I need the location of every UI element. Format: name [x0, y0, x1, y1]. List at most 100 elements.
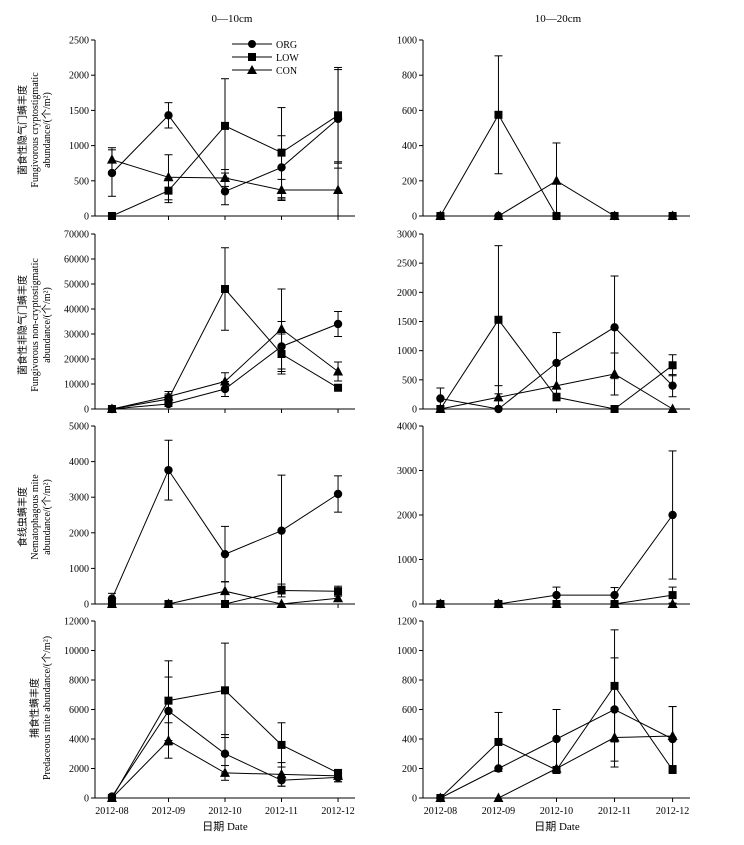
- point-triangle: [276, 323, 287, 333]
- series-con: [106, 581, 344, 608]
- point-triangle: [435, 792, 446, 802]
- point-triangle: [609, 598, 620, 608]
- point-square: [610, 681, 619, 690]
- x-tick-label: 2012-08: [424, 806, 457, 817]
- y-tick-label: 1000: [397, 555, 417, 566]
- ylabel-row-1-line-3: abundance/(个/m²): [41, 92, 53, 168]
- header-left: 0—10cm: [212, 13, 253, 25]
- point-triangle: [667, 598, 678, 608]
- point-circle: [220, 187, 230, 196]
- y-tick-label: 2000: [397, 288, 417, 299]
- y-tick-label: 1000: [69, 564, 89, 575]
- y-tick-label: 800: [402, 71, 417, 82]
- x-tick-label: 2012-09: [152, 806, 185, 817]
- panel-row3-left: 0 1000 2000 3000 4000 5000: [69, 422, 355, 611]
- y-tick-label: 600: [402, 705, 417, 716]
- y-tick-label: 1000: [397, 36, 417, 47]
- point-square: [164, 696, 173, 705]
- x-tick-label: 2012-10: [540, 806, 573, 817]
- y-tick-label: 50000: [64, 280, 89, 291]
- y-tick-label: 2000: [69, 528, 89, 539]
- point-triangle: [551, 763, 562, 773]
- point-square: [610, 405, 619, 413]
- point-triangle: [106, 792, 117, 802]
- ylabel-row-1-line-2: Fungivorous cryptostigmatic: [30, 72, 41, 188]
- point-triangle: [551, 380, 562, 390]
- point-triangle: [435, 598, 446, 608]
- point-triangle: [609, 368, 620, 378]
- point-circle: [610, 323, 619, 332]
- point-triangle: [667, 730, 678, 741]
- legend: ORG LOW CON: [232, 40, 299, 77]
- point-triangle: [609, 732, 620, 742]
- panel-row2-right: 0 500 1000 1500 2000 2500 3000: [397, 230, 690, 416]
- x-tick-label: 2012-10: [208, 806, 241, 817]
- point-triangle: [276, 768, 287, 779]
- point-circle: [164, 111, 173, 120]
- point-square: [494, 737, 503, 746]
- point-triangle: [551, 175, 562, 185]
- x-tick-label: 2012-11: [265, 806, 298, 817]
- y-tick-label: 8000: [69, 676, 89, 687]
- ylabel-row-1-line-1: 菌食性隐气门螨丰度: [16, 85, 29, 175]
- panel-row4-right: 0 200 400 600 800 1000 1200 2012-08 2012-09 2012-…: [397, 617, 690, 817]
- series-con: [106, 147, 344, 217]
- y-tick-label: 1500: [397, 317, 417, 328]
- y-tick-label: 2000: [69, 764, 89, 775]
- point-triangle: [163, 734, 174, 745]
- x-tick-label: 2012-08: [95, 806, 128, 817]
- y-tick-label: 1000: [69, 141, 89, 152]
- point-circle: [436, 394, 445, 403]
- point-square: [277, 148, 286, 157]
- point-square: [277, 586, 286, 595]
- point-square: [334, 587, 343, 596]
- ylabel-row-3-line-2: Nematophagous mite: [30, 474, 41, 560]
- y-tick-label: 0: [412, 794, 417, 805]
- point-triangle: [435, 210, 446, 220]
- point-square: [334, 111, 343, 120]
- point-triangle: [276, 184, 287, 194]
- point-circle: [668, 381, 677, 390]
- y-tick-label: 0: [84, 600, 89, 611]
- ylabel-row-4-line-1: 捕食性螨丰度: [28, 678, 41, 738]
- y-tick-label: 30000: [64, 330, 89, 341]
- panel-row1-right: 0 200 400 600 800 1000: [397, 36, 690, 223]
- y-tick-label: 600: [402, 106, 417, 117]
- y-tick-label: 2500: [397, 259, 417, 270]
- y-tick-label: 2500: [69, 36, 89, 47]
- y-tick-label: 500: [74, 176, 89, 187]
- y-tick-label: 200: [402, 764, 417, 775]
- point-square: [552, 393, 561, 402]
- legend-square-icon: [248, 53, 256, 61]
- point-triangle: [493, 210, 504, 220]
- y-tick-label: 3000: [397, 466, 417, 477]
- y-tick-label: 4000: [69, 735, 89, 746]
- legend-label-low: LOW: [276, 53, 299, 64]
- point-triangle: [333, 770, 344, 780]
- point-triangle: [333, 184, 344, 194]
- point-circle: [333, 489, 343, 499]
- y-tick-label: 1000: [397, 346, 417, 357]
- point-circle: [164, 465, 173, 475]
- point-circle: [668, 510, 677, 520]
- ylabel-row-2-line-1: 菌食性非隐气门螨丰度: [16, 275, 29, 375]
- y-tick-label: 0: [412, 212, 417, 223]
- panel-row4-left: 0 2000 4000 6000 8000 10000 12000 2012-08 2012-0…: [64, 617, 355, 817]
- point-triangle: [493, 792, 504, 802]
- panel-row3-right: 0 1000 2000 3000 4000: [397, 422, 690, 611]
- point-triangle: [493, 391, 504, 402]
- y-tick-label: 3000: [69, 493, 89, 504]
- y-tick-label: 1000: [397, 646, 417, 657]
- point-triangle: [220, 767, 230, 777]
- x-tick-label: 2012-11: [598, 806, 631, 817]
- x-tick-label: 2012-12: [321, 806, 354, 817]
- y-tick-label: 60000: [64, 255, 89, 266]
- y-tick-label: 4000: [397, 422, 417, 433]
- ylabel-row-2: 菌食性非隐气门螨丰度 Fungivorous non-cryptostigmat…: [16, 258, 53, 392]
- ylabel-row-3: 食线虫螨丰度 Nematophagous mite abundance/(个/m…: [16, 474, 53, 560]
- y-tick-label: 2000: [397, 511, 417, 522]
- y-tick-label: 10000: [64, 380, 89, 391]
- y-tick-label: 5000: [69, 422, 89, 433]
- point-square: [494, 315, 503, 324]
